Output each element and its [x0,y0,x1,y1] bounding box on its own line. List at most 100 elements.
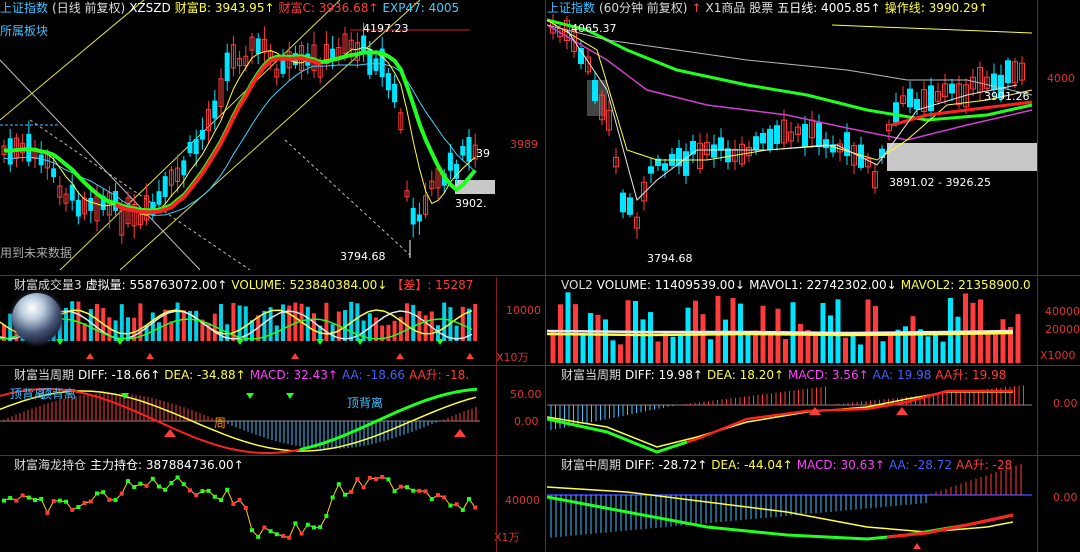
candle-body [620,192,626,213]
mavol2-line [547,331,1014,337]
right-price-chart[interactable]: 上证指数 (60分钟 前复权) ↑ X1商品 股票 五日线: 4005.85↑ 操作线: … [547,0,1080,275]
volume-bar [281,304,285,341]
ma-red-line [114,56,321,215]
volume-bar [324,302,329,341]
indicator-b: 财富B: 3943.95↑ [174,1,275,15]
right-macd-axis-0: 0.00 [1053,397,1078,410]
volume-bar [436,325,440,341]
sector-tag[interactable]: 所属板块 [0,24,49,38]
left-candle-plot[interactable] [0,0,545,275]
divergence-tag-2: 顶背离 [40,387,77,401]
holding-dot [287,535,292,540]
mid-macd-dea: DEA: -44.04↑ [711,458,793,472]
candle-body [218,78,224,108]
mavol1: MAVOL1: 22742302.00↓ [749,278,897,292]
volume-bar [640,319,646,363]
right-macd-panel[interactable]: 财富当周期 DIFF: 19.98↑ DEA: 18.20↑ MACD: 3.56↑ A… [547,367,1080,455]
period-label-right: (60分钟 前复权) [599,1,688,15]
left-macd-plot[interactable] [0,367,545,455]
left-vol-axis-top: 10000 [506,304,541,317]
volume-bar [460,306,465,341]
right-volume-panel[interactable]: VOL2 VOLUME: 11409539.00↓ MAVOL1: 22742302… [547,277,1080,365]
divider-1[interactable] [0,275,1080,276]
holding-dot [312,525,316,530]
left-macd-panel[interactable]: 财富当周期 DIFF: -18.66↑ DEA: -34.88↑ MACD: 32.4… [0,367,545,455]
price-line [566,29,1018,201]
volume-bar [1000,319,1006,363]
vertical-divider[interactable] [545,0,546,552]
holding-dot [95,491,99,496]
candle-body [627,197,633,215]
mid-macd-value: MACD: 30.63↑ [796,458,885,472]
right-candle-plot[interactable] [547,0,1080,275]
left-volume-panel[interactable]: 财富成交量3 虚拟量: 558763072.00↑ VOLUME: 52384038… [0,277,545,365]
candle-body [373,58,379,71]
virtual-volume: 虚拟量: 558763072.00↑ [85,278,228,292]
candle-body [416,214,422,222]
up-arrow-icon: ↑ [691,1,702,15]
volume-bar [194,310,199,341]
candle-body [753,136,759,151]
ma-magenta-line [547,24,1033,141]
candle-body [255,38,261,54]
holding-dot [194,492,199,497]
holding-dot [442,495,447,500]
candle-body [690,140,696,155]
candle-body [942,83,948,98]
divider-2[interactable] [0,365,1080,366]
candle-body [243,55,249,67]
volume-diff: 【差】: 15287 [391,278,474,292]
mid-macd-aa-up: AA升: -28 [956,458,1013,472]
volume-bar [454,325,459,341]
right-macd-diff: DIFF: 19.98↑ [625,368,703,382]
candle-body [851,145,857,166]
macd-dea: DEA: -34.88↑ [164,368,246,382]
volume-bar [138,303,143,341]
holding-dot [429,497,434,502]
candle-body [212,100,218,119]
holding-dot [163,487,168,492]
vol-ma-green [0,318,473,340]
right-macd-plot[interactable] [547,367,1080,455]
volume-bar [70,301,75,341]
volume-bar [274,325,279,341]
volume-bar [237,305,242,341]
candle-body [472,144,478,160]
mid-macd-diff: DIFF: -28.72↑ [625,458,708,472]
holding-dot [349,489,354,494]
volume-bar [888,335,893,363]
left-holding-plot[interactable] [0,457,545,552]
holding-dot [20,493,25,498]
holding-dot [33,498,37,503]
holding-line [3,476,476,539]
volume-bar [940,341,946,363]
high-price-label: 4197.23 [363,22,409,35]
volume-bar [1015,314,1021,363]
volume-bar [64,307,68,341]
volume-bar [588,313,593,363]
candle-body [82,197,88,215]
mavol2: MAVOL2: 21358900.0 [900,278,1031,292]
left-macd-axis-0: 0.00 [514,415,539,428]
right-volume-plot[interactable] [547,277,1080,365]
macd-diff: DIFF: -18.66↑ [78,368,161,382]
candle-body [718,137,724,151]
divider-3[interactable] [0,455,1080,456]
right-mid-macd-plot[interactable] [547,457,1080,552]
candle-body [1005,60,1011,84]
candle-body [662,163,668,171]
left-holding-panel[interactable]: 财富海龙持仓 主力持仓: 387884736.00↑ 40000 X1万 [0,457,545,552]
candle-body [823,139,829,149]
left-volume-plot[interactable] [0,277,545,365]
left-price-chart[interactable]: 上证指数 (日线 前复权) XZSZD 财富B: 3943.95↑ 财富C: 3936.… [0,0,545,275]
right-mid-macd-panel[interactable]: 财富中周期 DIFF: -28.72↑ DEA: -44.04↑ MACD: 30.6… [547,457,1080,552]
candle-body [935,91,941,102]
sell-arrow-icon [116,339,124,345]
left-axis-divider [496,277,497,552]
right-vol-axis-mid: 20000 [1045,323,1080,336]
holding-dot [82,500,87,505]
holding-dot [380,474,385,479]
mid-macd-aa: AA: -28.72 [888,458,953,472]
right-macd-header: 财富当周期 DIFF: 19.98↑ DEA: 18.20↑ MACD: 3.56↑ A… [561,367,1010,383]
volume-bar [880,341,886,363]
